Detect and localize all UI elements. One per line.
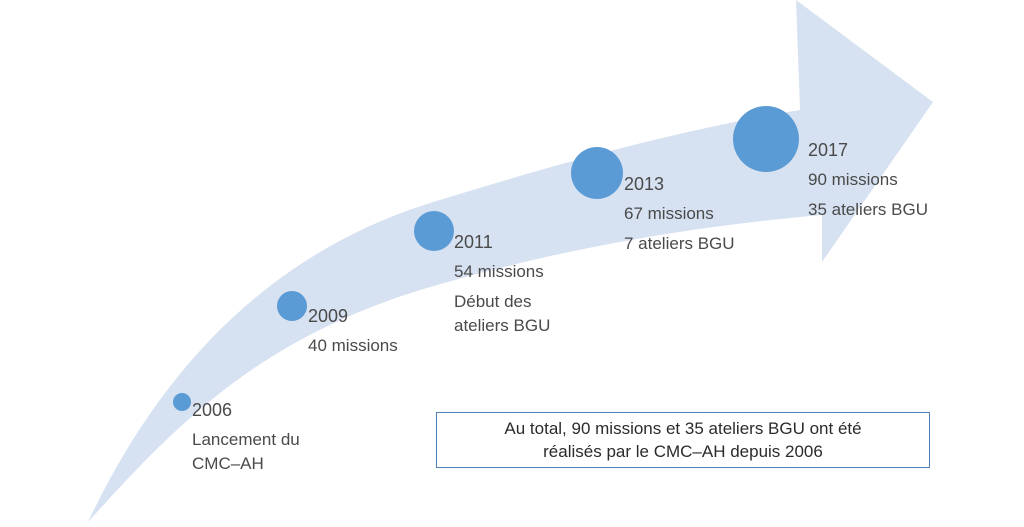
milestone-detail: CMC–AH xyxy=(192,454,264,473)
milestone-detail: 40 missions xyxy=(308,336,398,355)
milestone-year: 2011 xyxy=(454,232,493,252)
milestone-detail: Lancement du xyxy=(192,430,300,449)
milestone-bubble-2013 xyxy=(571,147,623,199)
milestone-detail: Début des xyxy=(454,292,532,311)
milestone-year: 2013 xyxy=(624,174,665,194)
milestone-bubble-2006 xyxy=(173,393,191,411)
milestone-2009: 2009 40 missions xyxy=(308,302,398,358)
milestone-detail: ateliers BGU xyxy=(454,316,551,335)
milestone-year: 2009 xyxy=(308,306,349,326)
milestone-detail: 7 ateliers BGU xyxy=(624,234,735,253)
summary-line: Au total, 90 missions et 35 ateliers BGU… xyxy=(504,419,862,438)
growth-arrow xyxy=(88,0,933,522)
milestone-year: 2006 xyxy=(192,400,233,420)
summary-line: réalisés par le CMC–AH depuis 2006 xyxy=(543,442,823,461)
milestone-bubble-2009 xyxy=(277,291,307,321)
milestone-detail: 67 missions xyxy=(624,204,714,223)
milestone-2017: 2017 90 missions 35 ateliers BGU xyxy=(808,136,928,222)
milestone-2011: 2011 54 missions Début des ateliers BGU xyxy=(454,228,550,338)
milestone-detail: 90 missions xyxy=(808,170,898,189)
milestone-detail: 35 ateliers BGU xyxy=(808,200,928,219)
milestone-bubble-2011 xyxy=(414,211,454,251)
milestone-detail: 54 missions xyxy=(454,262,544,281)
milestone-2006: 2006 Lancement du CMC–AH xyxy=(192,396,300,476)
milestone-2013: 2013 67 missions 7 ateliers BGU xyxy=(624,170,735,256)
summary-box: Au total, 90 missions et 35 ateliers BGU… xyxy=(436,412,930,468)
milestone-year: 2017 xyxy=(808,140,849,160)
milestone-bubble-2017 xyxy=(733,106,799,172)
